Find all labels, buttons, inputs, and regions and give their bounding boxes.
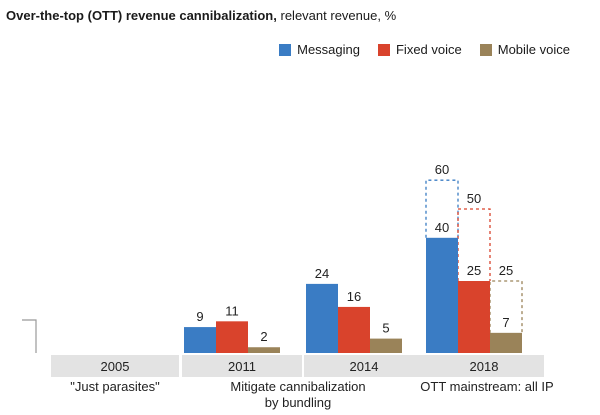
projected-label-messaging: 60 [435,162,449,177]
projected-label-fixed-voice: 50 [467,191,481,206]
legend-item-messaging: Messaging [279,42,360,57]
legend-item-mobile-voice: Mobile voice [479,42,570,57]
value-label-mobile-voice-2018: 7 [502,315,509,330]
projected-label-mobile-voice: 25 [499,263,513,278]
chart-title: Over-the-top (OTT) revenue cannibalizati… [6,8,396,23]
legend-swatch-mobile-voice [479,43,492,56]
phase-label-1: "Just parasites" [70,379,160,394]
value-label-messaging-2014: 24 [315,266,329,281]
value-label-mobile-voice-2014: 5 [382,321,389,336]
legend-label-mobile-voice: Mobile voice [497,42,570,57]
bar-mobile-voice-2011 [248,347,280,353]
bar-messaging-2014 [306,283,338,353]
bar-mobile-voice-2014 [370,338,402,353]
phase-label-2: Mitigate cannibalization by bundling [230,379,365,410]
bar-fixed-voice-2011 [216,321,248,353]
legend: Messaging Fixed voice Mobile voice [279,42,570,57]
category-label-2014: 2014 [350,359,379,374]
category-label-2011: 2011 [228,359,256,374]
bar-mobile-voice-2018 [490,332,522,353]
category-band-2011 [182,355,302,377]
category-label-2018: 2018 [470,359,499,374]
category-band-2018 [424,355,544,377]
legend-swatch-messaging [279,43,292,56]
value-label-messaging-2018: 40 [435,220,449,235]
value-label-mobile-voice-2011: 2 [260,329,267,344]
y-axis-bracket [22,319,37,353]
chart-title-subtitle: relevant revenue, % [280,8,397,23]
category-band-2005 [51,355,179,377]
category-label-2005: 2005 [101,359,130,374]
legend-swatch-fixed-voice [377,43,390,56]
value-label-fixed-voice-2011: 11 [225,303,239,318]
legend-label-messaging: Messaging [297,42,360,57]
projected-outline-messaging [425,179,459,238]
bar-messaging-2011 [184,327,216,353]
bar-fixed-voice-2014 [338,306,370,353]
legend-item-fixed-voice: Fixed voice [377,42,462,57]
legend-label-fixed-voice: Fixed voice [395,42,462,57]
bar-messaging-2018 [426,237,458,353]
value-label-messaging-2011: 9 [196,309,203,324]
chart-title-bold: Over-the-top (OTT) revenue cannibalizati… [6,8,277,23]
value-label-fixed-voice-2018: 25 [467,263,481,278]
category-band-2014 [304,355,424,377]
bar-fixed-voice-2018 [458,281,490,353]
phase-label-3: OTT mainstream: all IP [420,379,553,394]
value-label-fixed-voice-2014: 16 [347,289,361,304]
